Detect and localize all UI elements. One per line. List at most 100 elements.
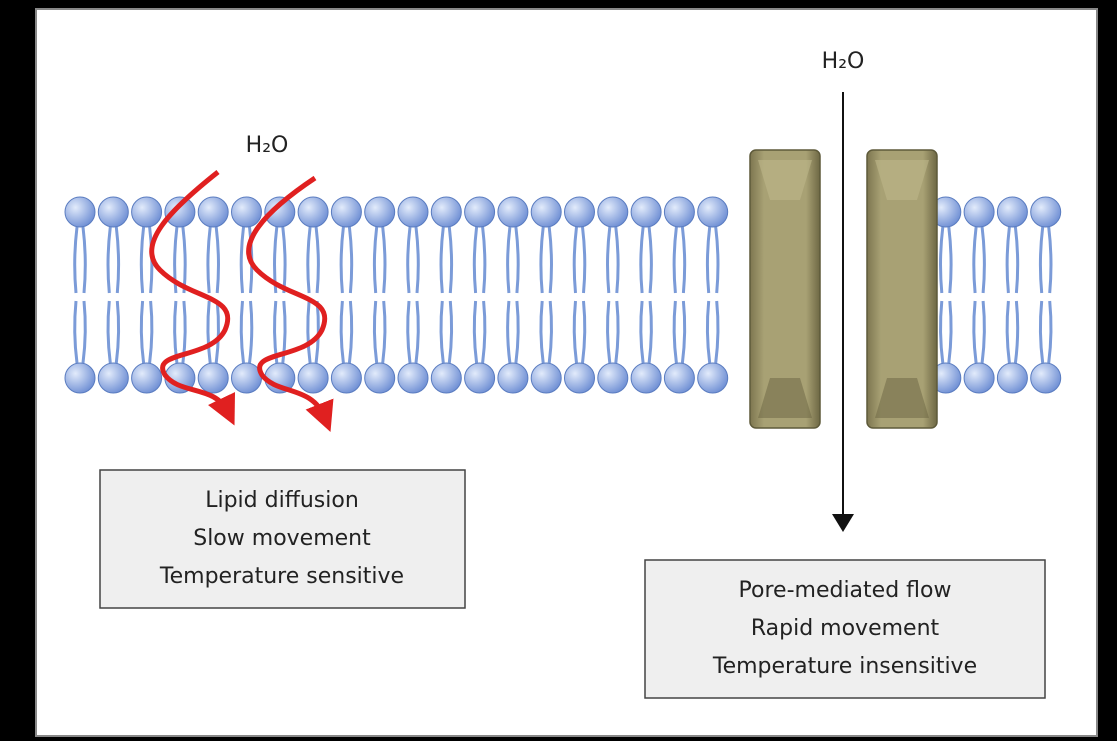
lipid-tail: [980, 300, 986, 364]
lipid-tail: [1047, 226, 1053, 294]
water-path: [246, 175, 334, 432]
lipid-head: [1030, 362, 1062, 394]
lipid-tail: [472, 226, 479, 294]
lipid-tail: [239, 300, 245, 364]
lipid-tail: [239, 226, 245, 294]
lipid-tail: [372, 226, 379, 294]
lipid-head: [264, 196, 296, 228]
lipid-tail: [680, 300, 687, 364]
lipid-head: [430, 362, 462, 394]
lipid-tail: [406, 300, 412, 364]
lipid-tail: [939, 226, 945, 294]
lipid-tail: [73, 226, 79, 294]
lipid-tail: [1038, 300, 1045, 364]
lipid-head: [963, 196, 995, 228]
lipid-tail: [614, 226, 620, 294]
lipid-tail: [1013, 300, 1020, 364]
lipid-head: [663, 362, 695, 394]
water-label: H₂O: [822, 49, 865, 74]
lipid-head: [131, 196, 163, 228]
lipid-tail: [372, 300, 379, 364]
lipid-tail: [447, 226, 454, 294]
lipid-tail: [273, 226, 279, 294]
lipid-head: [663, 196, 695, 228]
lipid-tail: [139, 226, 146, 294]
lipid-tail: [514, 226, 520, 294]
lipid-head: [963, 362, 995, 394]
lipid-tail: [139, 300, 146, 364]
lipid-tail: [73, 300, 79, 364]
lipid-head: [597, 196, 629, 228]
lipid-tail: [214, 226, 220, 294]
lipid-head: [64, 196, 96, 228]
pore-wall: [866, 149, 938, 429]
water-path: [149, 170, 235, 426]
lipid-tail: [339, 300, 345, 364]
lipid-tail: [347, 300, 354, 364]
lipid-tail: [206, 226, 212, 294]
lipid-head: [697, 362, 729, 394]
lipid-tail: [173, 226, 179, 294]
lipid-head: [597, 362, 629, 394]
water-label: H₂O: [246, 133, 289, 158]
lipid-tail: [281, 300, 287, 364]
lipid-tail: [114, 300, 121, 364]
info-box: [99, 469, 466, 609]
lipid-tail: [547, 226, 553, 294]
lipid-tail: [947, 300, 953, 364]
lipid-tail: [572, 300, 578, 364]
lipid-tail: [581, 226, 587, 294]
pore-wall: [749, 149, 821, 429]
pore: [749, 149, 938, 429]
lipid-tail: [447, 300, 454, 364]
lipid-tail: [1005, 300, 1011, 364]
lipid-tail: [972, 226, 978, 294]
lipid-tail: [1013, 226, 1020, 294]
lipid-tail: [947, 226, 953, 294]
lipid-tail: [314, 226, 320, 294]
lipid-tail: [514, 300, 520, 364]
lipid-tail: [306, 300, 312, 364]
lipid-tail: [206, 300, 212, 364]
lipid-tail: [647, 300, 653, 364]
lipid-tail: [472, 300, 479, 364]
lipid-head: [530, 196, 562, 228]
lipid-tail: [81, 226, 87, 294]
lipid-head: [97, 362, 129, 394]
lipid-tail: [714, 226, 720, 294]
lipid-head: [996, 362, 1028, 394]
lipid-head: [464, 362, 496, 394]
membrane: [64, 196, 1062, 394]
lipid-head: [97, 196, 129, 228]
lipid-tail: [705, 300, 712, 364]
lipid-tail: [81, 300, 87, 364]
lipid-tail: [381, 300, 387, 364]
lipid-head: [497, 196, 529, 228]
lipid-head: [630, 362, 662, 394]
lipid-head: [231, 362, 262, 394]
lipid-head: [297, 196, 329, 228]
lipid-tail: [672, 300, 678, 364]
lipid-tail: [439, 226, 445, 294]
lipid-tail: [639, 226, 645, 294]
lipid-head: [164, 196, 196, 228]
lipid-head: [131, 362, 163, 394]
info-box: [644, 559, 1046, 699]
lipid-tail: [248, 300, 254, 364]
lipid-tail: [647, 226, 653, 294]
lipid-tail: [506, 226, 512, 294]
lipid-head: [564, 362, 595, 394]
lipid-head: [464, 196, 496, 228]
lipid-tail: [1047, 300, 1053, 364]
lipid-tail: [106, 226, 112, 294]
lipid-tail: [547, 300, 553, 364]
arrow-head: [832, 514, 854, 532]
lipid-head: [397, 362, 429, 394]
lipid-head: [330, 196, 362, 228]
lipid-head: [297, 362, 329, 394]
lipid-tail: [672, 226, 678, 294]
box-line: Temperature insensitive: [712, 654, 977, 679]
lipid-tail: [339, 226, 345, 294]
lipid-tail: [506, 300, 512, 364]
lipid-head: [430, 196, 462, 228]
